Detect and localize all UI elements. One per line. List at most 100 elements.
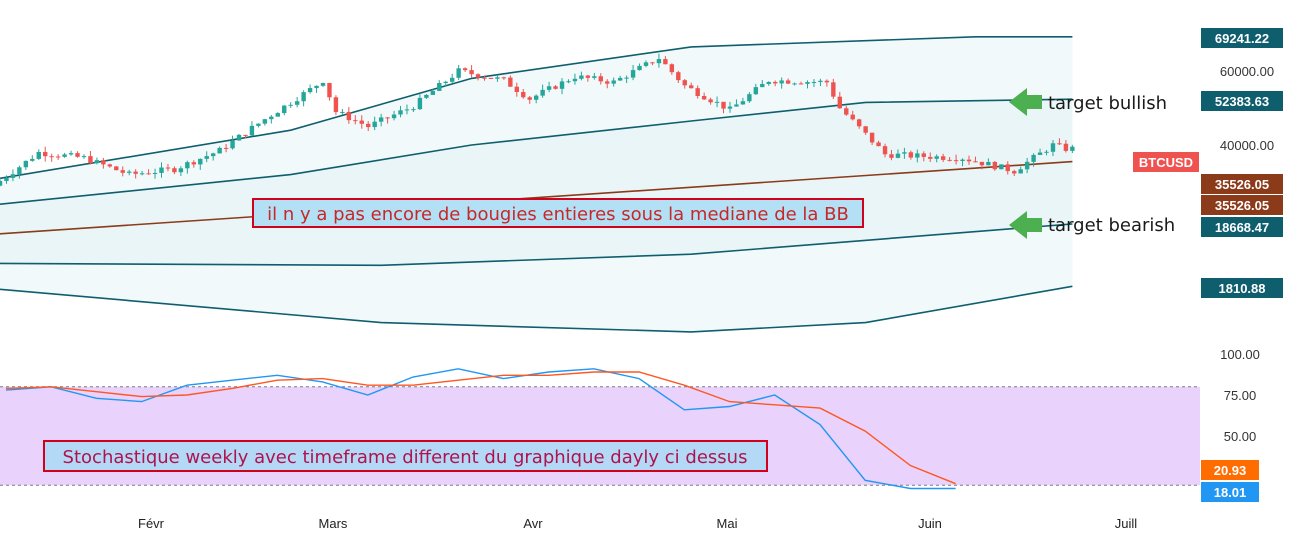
price-axis[interactable]: 60000.00 40000.00 69241.22 52383.63 35526.…: [1133, 28, 1283, 298]
candle-body: [178, 168, 184, 173]
candle-body: [133, 171, 138, 174]
median-note[interactable]: il n y a pas encore de bougies entieres …: [252, 198, 864, 228]
stochastic-note[interactable]: Stochastique weekly avec timeframe diffe…: [43, 440, 768, 472]
candle-body: [650, 62, 655, 64]
candle-body: [159, 167, 164, 173]
candle-body: [191, 162, 196, 165]
candle-body: [488, 77, 494, 79]
candle-body: [953, 160, 959, 162]
candle-body: [36, 151, 41, 159]
candle-body: [727, 106, 733, 109]
candle-body: [1044, 151, 1049, 153]
target-bullish-label: target bullish: [1048, 93, 1167, 114]
candle-body: [456, 68, 461, 78]
candle-body: [430, 90, 436, 95]
candle-body: [10, 174, 16, 178]
candle-body: [566, 81, 571, 83]
candle-body: [824, 80, 830, 83]
candle-body: [611, 80, 616, 84]
candle-body: [773, 81, 778, 84]
candle-body: [818, 80, 823, 82]
candle-body: [372, 121, 377, 128]
bollinger-upper-inner-line: [0, 98, 1073, 205]
stochastic-lines: [5, 368, 956, 490]
candle-body: [282, 105, 287, 114]
price-badge: [1201, 195, 1283, 215]
candle-body: [831, 82, 836, 97]
candle-body: [411, 109, 416, 111]
candle-body: [966, 159, 972, 162]
candle-body: [256, 123, 261, 126]
price-badge-value: 35526.05: [1215, 198, 1269, 213]
candle-body: [960, 159, 965, 161]
candle-body: [75, 153, 80, 157]
median-note-box: [252, 198, 864, 228]
candle-body: [915, 153, 920, 158]
candle-body: [81, 156, 87, 158]
time-tick-label: Mai: [717, 516, 738, 531]
candle-body: [120, 170, 125, 173]
candle-body: [101, 160, 106, 165]
stochastic-badges: 20.93 18.01: [1201, 460, 1259, 502]
candle-body: [404, 109, 410, 111]
candle-body: [327, 83, 332, 98]
stoch-tick-label: 100.00: [1220, 347, 1260, 362]
stochastic-axis[interactable]: 100.00 75.00 50.00 20.93 18.01: [1201, 347, 1260, 502]
time-axis[interactable]: Févr Mars Avr Mai Juin Juill: [138, 516, 1137, 531]
time-tick-label: Mars: [319, 516, 348, 531]
candle-body: [605, 81, 610, 84]
candle-body: [4, 177, 9, 182]
candle-body: [572, 78, 578, 82]
candle-body: [921, 153, 926, 157]
candle-body: [139, 173, 145, 175]
candle-body: [533, 95, 539, 100]
candle-body: [391, 114, 397, 119]
candle-body: [637, 65, 642, 71]
candle-body: [986, 161, 991, 166]
candle-body: [294, 101, 300, 105]
candle-body: [198, 158, 203, 165]
candle-body: [437, 83, 442, 91]
candle-body: [359, 120, 364, 124]
bollinger-upper-outer-line: [0, 35, 1073, 180]
price-badge: [1201, 174, 1283, 194]
stochastic-badge: [1201, 460, 1259, 480]
bollinger-median-line: [0, 160, 1073, 235]
candle-body: [546, 86, 552, 90]
candle-body: [663, 59, 668, 65]
price-badge-value: 69241.22: [1215, 31, 1269, 46]
bollinger-lower-inner-line: [0, 223, 1073, 267]
target-bullish[interactable]: target bullish: [1009, 88, 1167, 116]
price-badge-value: 18668.47: [1215, 220, 1269, 235]
candle-body: [314, 85, 319, 89]
candle-body: [114, 166, 119, 171]
price-badge: [1201, 91, 1283, 111]
price-badge: [1201, 28, 1283, 48]
target-bearish-label: target bearish: [1048, 215, 1175, 236]
price-badge: [1201, 217, 1283, 237]
candle-body: [88, 156, 93, 164]
candle-body: [152, 172, 158, 174]
arrow-left-icon: [1009, 88, 1042, 116]
candle-body: [424, 94, 429, 98]
candle-body: [760, 83, 765, 88]
candle-body: [1005, 164, 1010, 172]
candle-body: [734, 104, 739, 107]
candle-body: [249, 125, 255, 136]
target-bearish[interactable]: target bearish: [1009, 211, 1175, 239]
candle-body: [243, 134, 248, 136]
candle-body: [973, 161, 978, 163]
candle-body: [676, 72, 681, 81]
candle-body: [475, 74, 481, 78]
candle-body: [656, 59, 662, 64]
candle-body: [850, 114, 855, 120]
candle-body: [837, 96, 842, 109]
candle-body: [792, 83, 797, 85]
candle-body: [721, 101, 726, 109]
price-badge-value: 35526.05: [1215, 177, 1269, 192]
candle-body: [1057, 143, 1062, 145]
candle-body: [598, 76, 603, 82]
symbol-label: BTCUSD: [1139, 155, 1193, 170]
candle-body: [805, 82, 810, 84]
